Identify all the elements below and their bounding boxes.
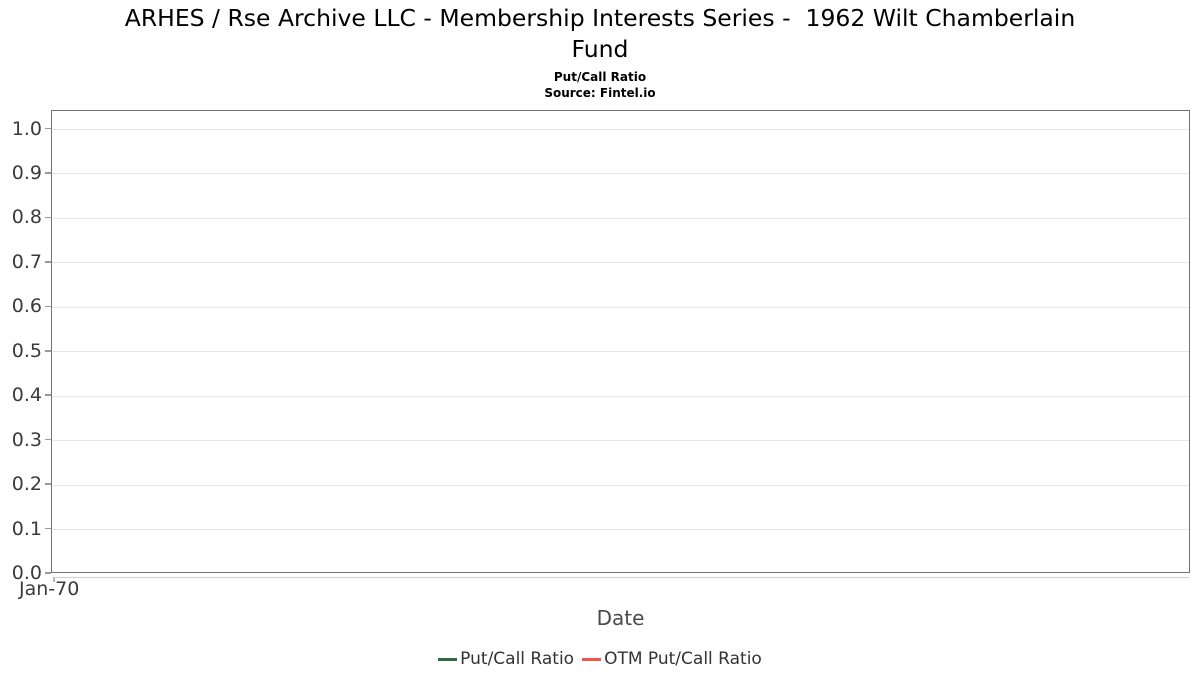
y-gridline (52, 173, 1189, 175)
x-axis-line (53, 577, 1189, 578)
y-tick-label: 0.8 (11, 206, 42, 229)
x-tick-label: Jan-70 (19, 578, 80, 600)
legend-label: OTM Put/Call Ratio (604, 649, 762, 669)
y-tick-label: 0.7 (11, 250, 42, 273)
y-tick-mark (45, 527, 51, 530)
x-tick-mark (53, 577, 55, 582)
y-gridline (52, 262, 1189, 264)
legend-line-marker (582, 657, 602, 661)
y-tick-label: 0.4 (11, 384, 42, 407)
x-axis-title: Date (596, 606, 645, 630)
chart-title-line-2: Fund (571, 35, 629, 63)
y-tick-label: 0.2 (11, 473, 42, 496)
y-gridline (52, 306, 1189, 308)
y-tick-mark (45, 172, 51, 174)
y-tick-label: 0.9 (11, 161, 42, 184)
y-tick-mark (45, 216, 51, 219)
y-gridline (52, 484, 1189, 486)
legend-label: Put/Call Ratio (460, 649, 575, 669)
legend-line-marker (438, 657, 458, 661)
chart-source: Source: Fintel.io (544, 86, 656, 100)
y-tick-label: 0.1 (11, 517, 42, 540)
y-tick-mark (45, 438, 51, 441)
y-tick-mark (45, 572, 51, 574)
y-tick-label: 0.5 (11, 339, 42, 362)
y-tick-mark (45, 261, 51, 263)
legend: Put/Call Ratio OTM Put/Call Ratio (0, 646, 1200, 672)
y-tick-label: 1.0 (11, 117, 42, 140)
chart-title-line-1: ARHES / Rse Archive LLC - Membership Int… (124, 4, 1076, 32)
y-gridline (52, 395, 1189, 397)
y-gridline (52, 351, 1189, 353)
legend-item: OTM Put/Call Ratio (582, 649, 762, 669)
y-gridline (52, 217, 1189, 219)
legend-item: Put/Call Ratio (438, 649, 574, 669)
plot-area (51, 110, 1190, 573)
y-tick-mark (45, 483, 51, 485)
y-tick-label: 0.3 (11, 428, 42, 451)
y-tick-mark (45, 350, 51, 352)
chart-header: ARHES / Rse Archive LLC - Membership Int… (0, 3, 1200, 101)
y-gridline (52, 529, 1189, 531)
y-tick-label: 0.0 (11, 562, 42, 584)
y-tick-mark (45, 127, 51, 130)
y-gridline (52, 440, 1189, 442)
y-tick-mark (45, 305, 51, 308)
chart-subtitle: Put/Call Ratio (553, 70, 647, 84)
y-gridline (52, 129, 1189, 130)
y-tick-label: 0.6 (11, 295, 42, 318)
y-tick-mark (45, 394, 51, 396)
